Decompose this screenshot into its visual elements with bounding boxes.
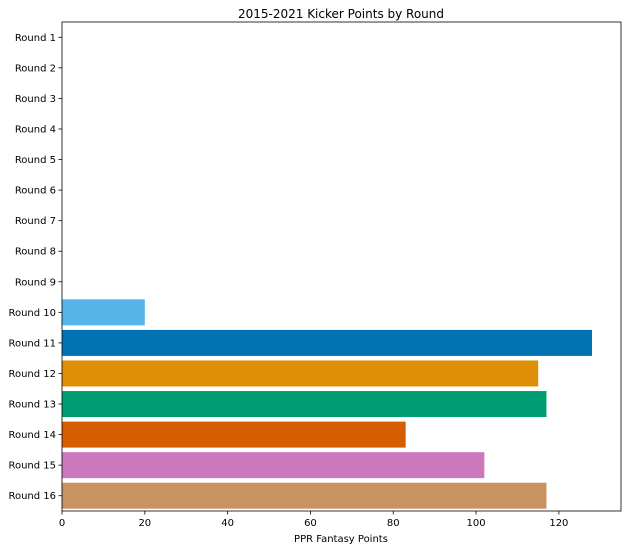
y-tick-label: Round 15 xyxy=(8,461,56,472)
bar-round-12 xyxy=(62,360,539,387)
x-tick-label: 80 xyxy=(387,518,400,529)
y-tick-label: Round 2 xyxy=(15,63,56,74)
chart-title: 2015-2021 Kicker Points by Round xyxy=(238,7,444,21)
y-tick-label: Round 9 xyxy=(15,277,56,288)
y-tick-label: Round 5 xyxy=(15,155,56,166)
y-tick-label: Round 14 xyxy=(8,430,56,441)
x-axis: 0 20 40 60 80 100 120 xyxy=(59,511,568,529)
bar-round-15 xyxy=(62,452,485,479)
y-tick-label: Round 16 xyxy=(8,491,56,502)
bar-round-11 xyxy=(62,329,593,356)
y-tick-label: Round 4 xyxy=(15,124,56,135)
x-axis-label: PPR Fantasy Points xyxy=(294,534,388,545)
bars-group xyxy=(62,299,593,509)
x-tick-label: 0 xyxy=(59,518,65,529)
plot-frame xyxy=(61,21,622,512)
y-tick-label: Round 6 xyxy=(15,186,56,197)
y-tick-label: Round 12 xyxy=(8,369,56,380)
y-tick-label: Round 3 xyxy=(15,94,56,105)
bar-round-16 xyxy=(62,482,547,509)
x-tick-label: 120 xyxy=(549,518,568,529)
y-tick-label: Round 7 xyxy=(15,216,56,227)
x-tick-label: 40 xyxy=(221,518,234,529)
y-tick-label: Round 1 xyxy=(15,33,56,44)
bar-round-14 xyxy=(62,421,406,448)
y-tick-label: Round 11 xyxy=(8,338,56,349)
y-tick-label: Round 10 xyxy=(8,308,56,319)
x-tick-label: 20 xyxy=(138,518,151,529)
x-tick-label: 60 xyxy=(304,518,317,529)
bar-round-13 xyxy=(62,391,547,418)
y-tick-label: Round 8 xyxy=(15,247,56,258)
y-axis: Round 1 Round 2 Round 3 Round 4 Round 5 Round… xyxy=(8,33,62,502)
y-tick-label: Round 13 xyxy=(8,400,56,411)
bar-round-10 xyxy=(62,299,145,326)
x-tick-label: 100 xyxy=(467,518,486,529)
